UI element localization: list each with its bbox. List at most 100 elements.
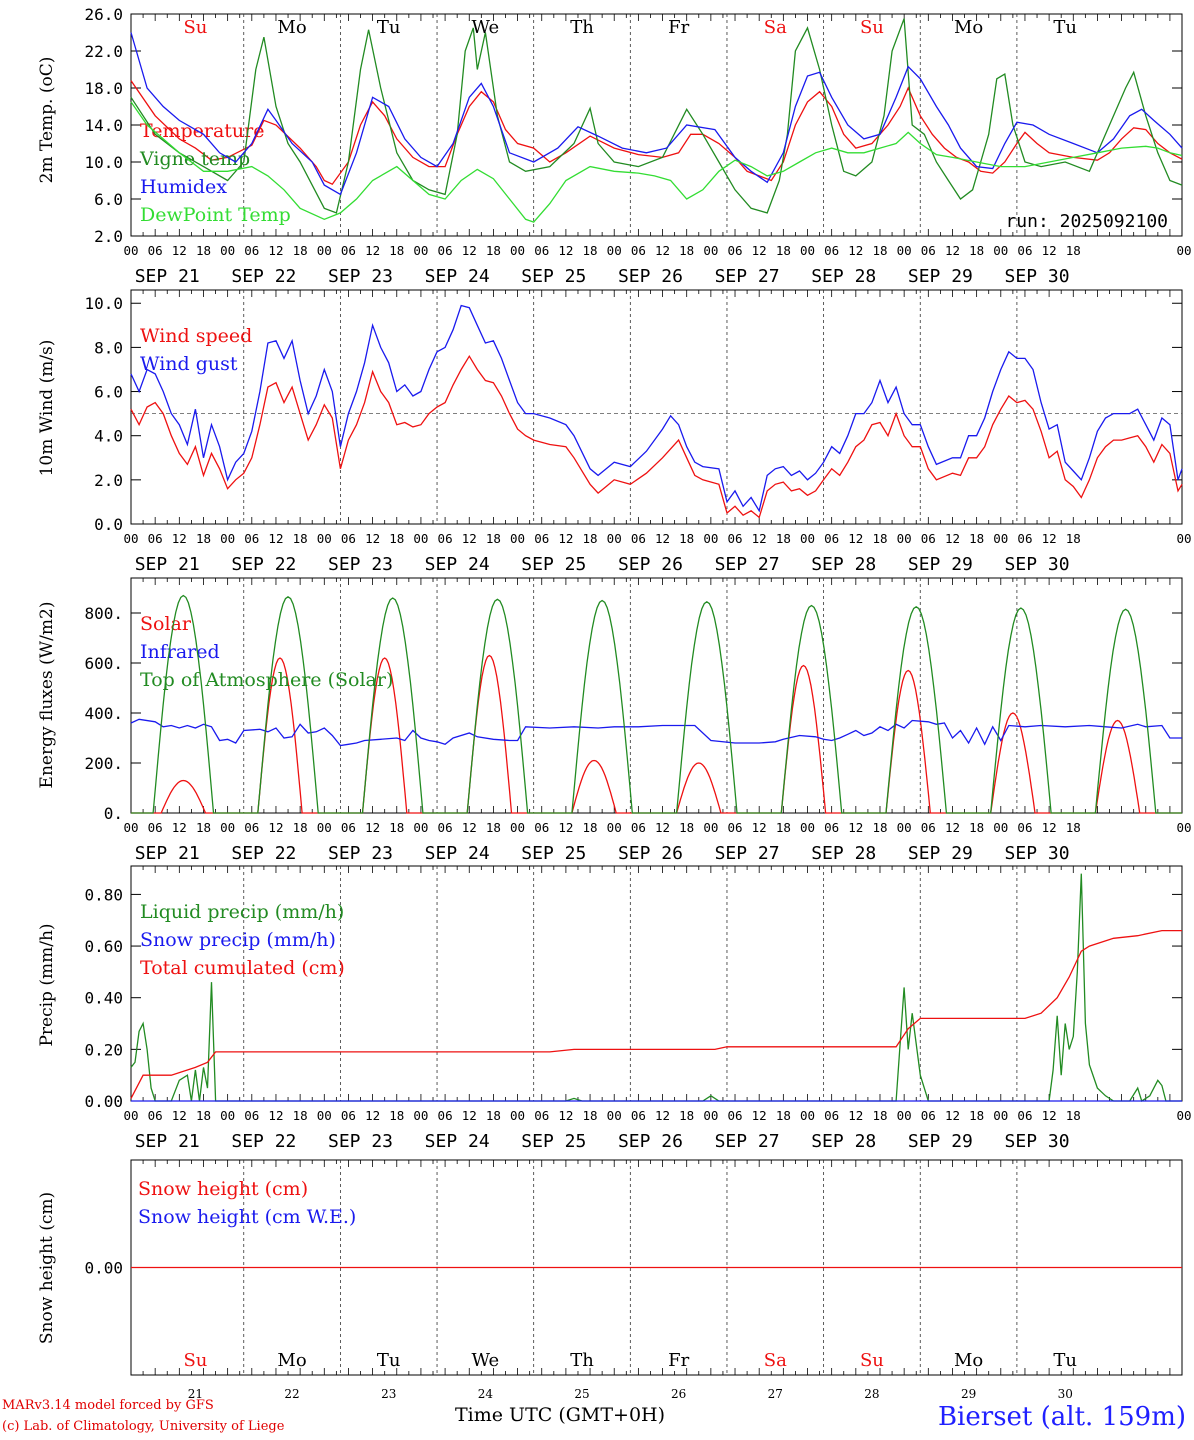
date-label: SEP 28	[811, 843, 876, 864]
panel-frame-2	[130, 289, 1183, 525]
hour-tick-label: 06	[341, 531, 356, 546]
date-label: SEP 29	[908, 843, 973, 864]
hour-tick-label: 00	[123, 820, 138, 835]
hour-tick-label: 00	[993, 820, 1008, 835]
hour-tick-label: 12	[848, 820, 863, 835]
hour-tick-label: 06	[631, 1108, 646, 1123]
date-label: SEP 26	[618, 554, 683, 575]
hour-tick-label: 12	[655, 1108, 670, 1123]
hour-tick-label: 00	[897, 820, 912, 835]
hour-tick-label: 06	[244, 820, 259, 835]
y-tick-label: 0.00	[84, 1259, 123, 1278]
hour-tick-label: 06	[438, 531, 453, 546]
hour-tick-label: 18	[293, 243, 308, 258]
hour-tick-label: 06	[921, 243, 936, 258]
hour-tick-label: 00	[123, 243, 138, 258]
hour-tick-label: 12	[365, 1108, 380, 1123]
hour-tick-label: 18	[872, 820, 887, 835]
weekday-label: Sa	[764, 17, 787, 38]
date-label: SEP 25	[521, 554, 586, 575]
hour-tick-label: 06	[438, 1108, 453, 1123]
hour-tick-label: 12	[268, 820, 283, 835]
hour-tick-label: 06	[727, 820, 742, 835]
hour-tick-label: 00	[1176, 1108, 1191, 1123]
weekday-label: Th	[570, 17, 594, 38]
y-tick-label: 10.0	[84, 294, 123, 313]
date-label: SEP 21	[135, 266, 200, 287]
date-label: SEP 28	[811, 554, 876, 575]
date-label: SEP 27	[715, 843, 780, 864]
hour-tick-label: 06	[534, 243, 549, 258]
hour-tick-label: 00	[1176, 243, 1191, 258]
y-tick-label: 0.0	[94, 515, 123, 534]
hour-tick-label: 18	[196, 820, 211, 835]
hour-tick-label: 00	[607, 820, 622, 835]
hour-tick-label: 12	[752, 1108, 767, 1123]
y-tick-label: 800.	[84, 604, 123, 623]
hour-tick-label: 06	[534, 1108, 549, 1123]
hour-tick-label: 00	[993, 531, 1008, 546]
hour-tick-label: 18	[872, 1108, 887, 1123]
weekday-label: Su	[860, 17, 884, 38]
y-tick-label: 0.00	[84, 1092, 123, 1111]
hour-tick-label: 00	[123, 531, 138, 546]
hour-tick-label: 18	[583, 1108, 598, 1123]
hour-tick-label: 06	[921, 1108, 936, 1123]
station-name: Bierset (alt. 159m)	[937, 1402, 1186, 1432]
weekday-label: Fr	[668, 17, 689, 38]
hour-tick-label: 12	[945, 243, 960, 258]
hour-tick-label: 00	[800, 531, 815, 546]
hour-tick-label: 00	[317, 820, 332, 835]
day-number: 26	[671, 1387, 686, 1401]
hour-tick-label: 18	[679, 820, 694, 835]
hour-tick-label: 12	[365, 243, 380, 258]
hour-tick-label: 12	[172, 243, 187, 258]
hour-tick-label: 00	[993, 243, 1008, 258]
hour-tick-label: 12	[1042, 243, 1057, 258]
weekday-label: Su	[183, 17, 207, 38]
hour-tick-label: 00	[413, 1108, 428, 1123]
hour-tick-label: 18	[1066, 243, 1081, 258]
hour-tick-label: 12	[558, 531, 573, 546]
hour-tick-label: 06	[631, 820, 646, 835]
date-label: SEP 27	[715, 554, 780, 575]
date-label: SEP 29	[908, 1131, 973, 1152]
y-tick-label: 0.80	[84, 885, 123, 904]
hour-tick-label: 12	[848, 243, 863, 258]
hour-tick-label: 00	[1176, 531, 1191, 546]
y-tick-label: 10.0	[84, 153, 123, 172]
hour-tick-label: 00	[1176, 820, 1191, 835]
hour-tick-label: 18	[196, 1108, 211, 1123]
hour-tick-label: 12	[848, 1108, 863, 1123]
hour-tick-label: 12	[558, 820, 573, 835]
date-label: SEP 23	[328, 1131, 393, 1152]
hour-tick-label: 00	[897, 531, 912, 546]
hour-tick-label: 12	[172, 1108, 187, 1123]
lab-credit: (c) Lab. of Climatology, University of L…	[2, 1419, 285, 1434]
hour-tick-label: 18	[872, 531, 887, 546]
legend-entry: DewPoint Temp	[140, 204, 291, 226]
legend-entry: Humidex	[140, 176, 227, 198]
y-tick-label: 6.0	[94, 190, 123, 209]
y-tick-label: 600.	[84, 654, 123, 673]
date-label: SEP 27	[715, 266, 780, 287]
y-axis-label: Precip (mm/h)	[37, 923, 57, 1046]
hour-tick-label: 18	[486, 1108, 501, 1123]
hour-tick-label: 00	[317, 531, 332, 546]
hour-tick-label: 12	[268, 531, 283, 546]
hour-tick-label: 12	[268, 243, 283, 258]
date-label: SEP 24	[425, 1131, 490, 1152]
day-number: 23	[381, 1387, 396, 1401]
hour-tick-label: 00	[220, 820, 235, 835]
hour-tick-label: 00	[510, 243, 525, 258]
hour-tick-label: 06	[824, 1108, 839, 1123]
hour-tick-label: 18	[293, 1108, 308, 1123]
hour-tick-label: 18	[196, 243, 211, 258]
hour-tick-label: 12	[365, 531, 380, 546]
y-tick-label: 4.0	[94, 427, 123, 446]
hour-tick-label: 12	[558, 1108, 573, 1123]
legend-entry: Liquid precip (mm/h)	[140, 901, 344, 923]
hour-tick-label: 00	[413, 531, 428, 546]
hour-tick-label: 18	[1066, 531, 1081, 546]
hour-tick-label: 00	[897, 1108, 912, 1123]
